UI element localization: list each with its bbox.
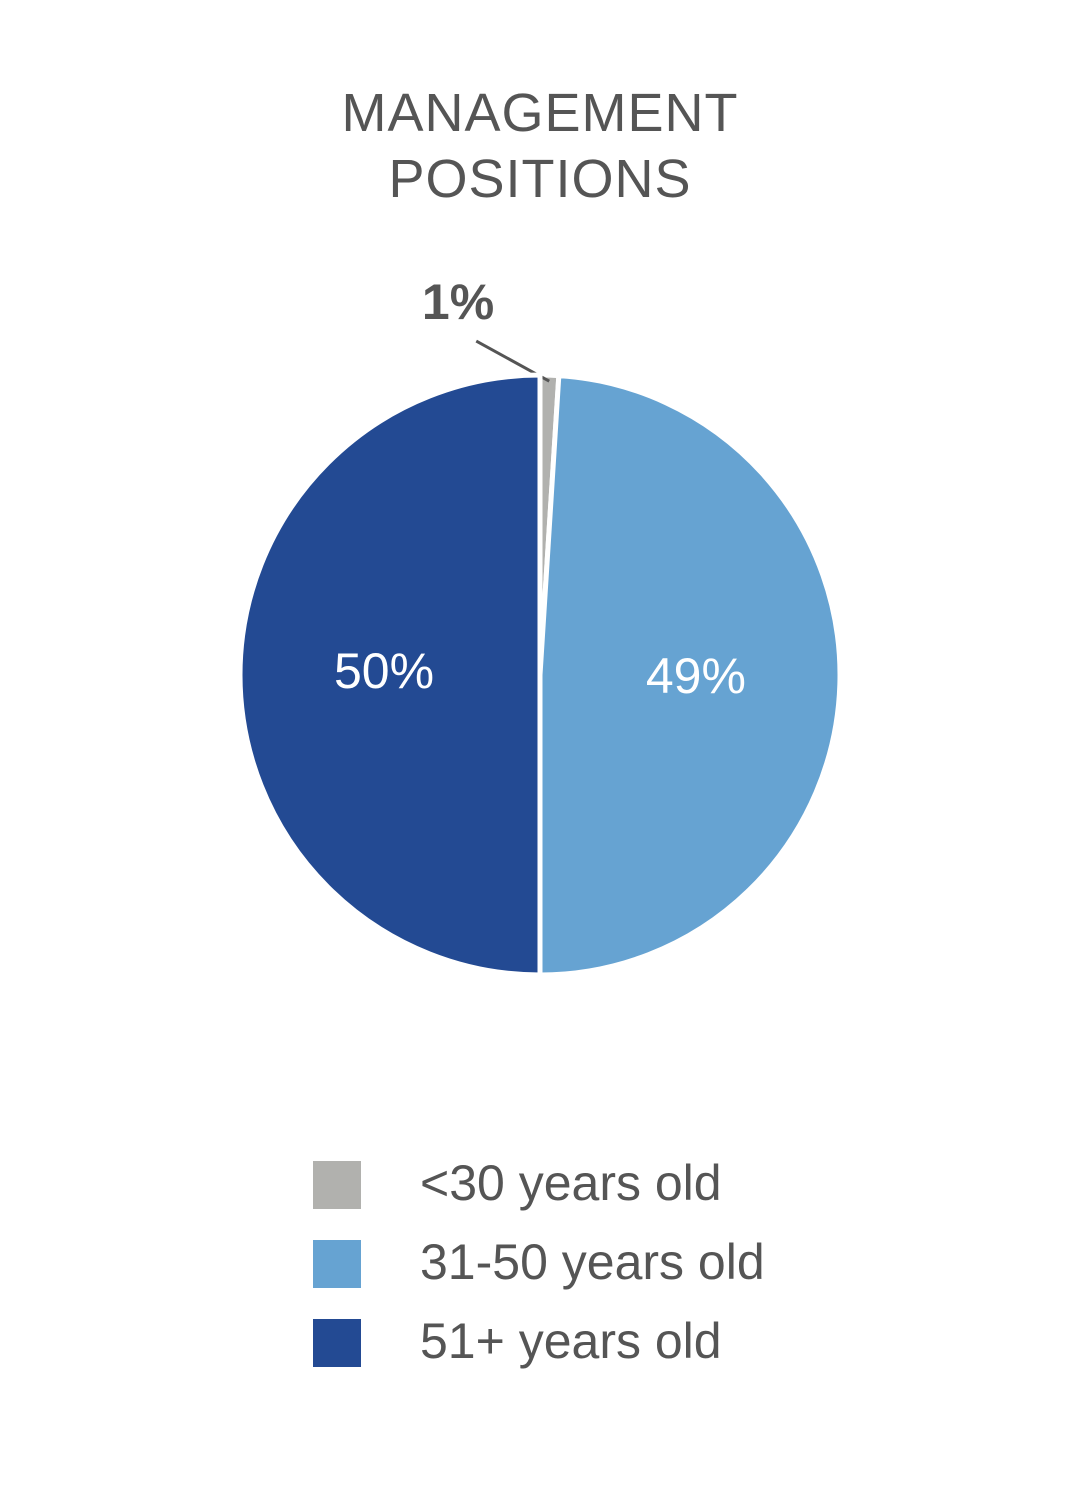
data-label: 1% [422, 274, 494, 330]
data-label: 50% [334, 643, 434, 699]
legend-swatch [313, 1240, 361, 1288]
chart-title: MANAGEMENT POSITIONS [341, 83, 739, 209]
legend-label: <30 years old [420, 1155, 722, 1211]
pie-slice [237, 372, 543, 978]
data-label: 49% [646, 648, 746, 704]
pie-slice [537, 372, 843, 978]
legend-swatch [313, 1319, 361, 1367]
legend-label: 31-50 years old [420, 1234, 765, 1290]
legend-label: 51+ years old [420, 1313, 722, 1369]
legend-swatch [313, 1161, 361, 1209]
